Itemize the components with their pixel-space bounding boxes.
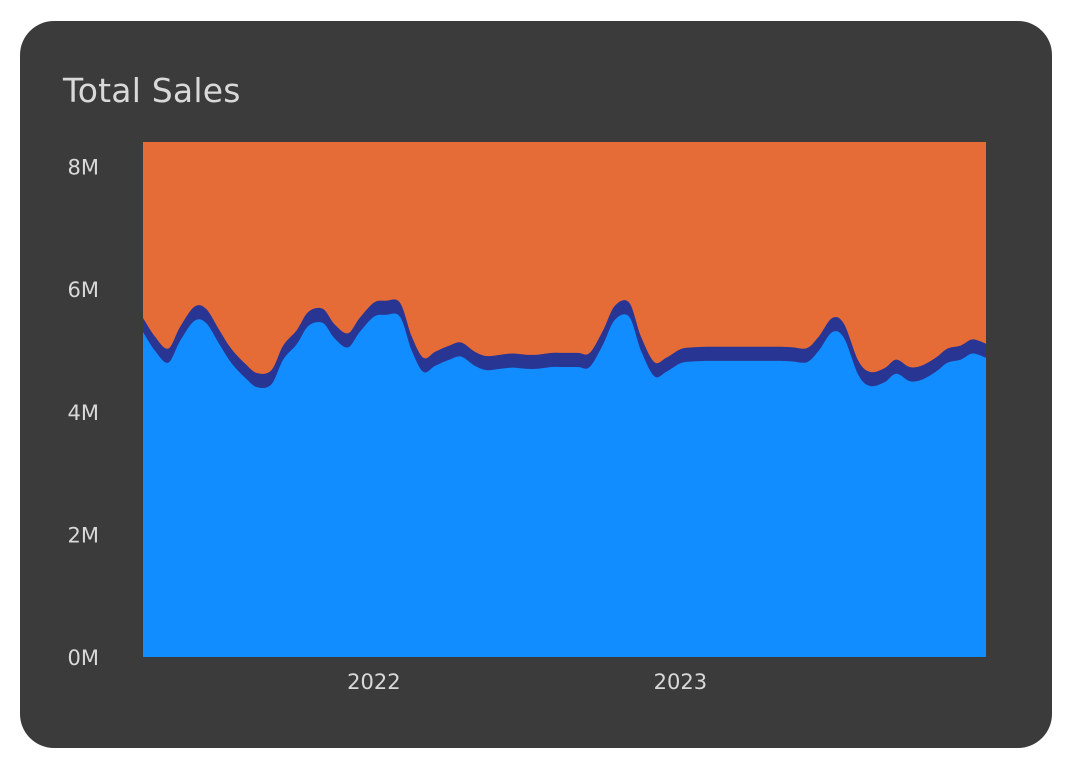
x-axis: 2022 2023 [347,670,707,694]
x-tick-label: 2022 [347,670,400,694]
series-1-area [143,313,986,657]
area-chart: 0M 2M 4M 6M 8M 2022 2023 [68,142,986,694]
y-axis: 0M 2M 4M 6M 8M [68,156,99,670]
y-tick-label: 8M [68,156,99,180]
chart-title: Total Sales [63,71,241,110]
y-tick-label: 2M [68,523,99,547]
chart-card: Total Sales 0M 2M 4M 6M 8M 2022 2023 [20,21,1052,748]
series-areas [143,142,986,657]
y-tick-label: 4M [68,401,99,425]
y-tick-label: 0M [68,646,99,670]
y-tick-label: 6M [68,278,99,302]
x-tick-label: 2023 [654,670,707,694]
